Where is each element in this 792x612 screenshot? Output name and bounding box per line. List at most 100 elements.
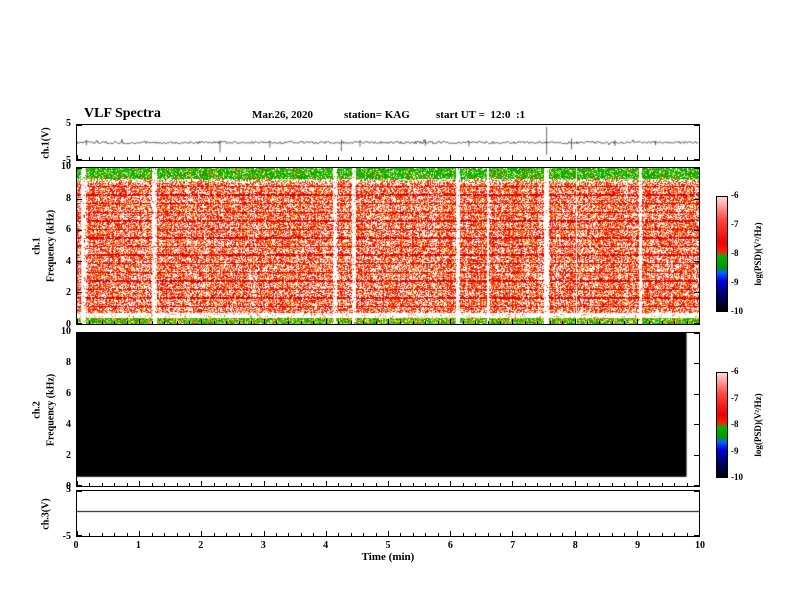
tick-mark (313, 157, 315, 160)
figure-date: Mar.26, 2020 (252, 109, 314, 121)
tick-mark (524, 533, 526, 536)
tick-mark (412, 483, 414, 486)
tick-mark (412, 157, 414, 160)
tick-mark (77, 454, 82, 456)
tick-mark (288, 483, 290, 486)
tick-mark (338, 157, 340, 160)
tick-mark (77, 491, 82, 492)
tick-mark (263, 531, 265, 536)
ch3-y-axis-label: ch.3(V) (40, 497, 52, 530)
tick-mark (624, 483, 626, 486)
x-tick-label: 5 (385, 540, 391, 551)
x-tick-label: 1 (135, 540, 141, 551)
tick-mark (562, 483, 564, 486)
tick-mark (694, 393, 699, 395)
tick-mark (649, 321, 651, 324)
tick-mark (139, 481, 141, 486)
tick-mark (611, 321, 613, 324)
tick-mark (350, 157, 352, 160)
tick-mark (338, 321, 340, 324)
tick-mark (325, 155, 327, 160)
tick-mark (300, 321, 302, 324)
tick-mark (674, 483, 676, 486)
tick-mark (77, 424, 82, 426)
tick-mark (375, 321, 377, 324)
tick-mark (89, 483, 91, 486)
tick-mark (363, 483, 365, 486)
tick-mark (636, 155, 638, 160)
ch3-waveform-canvas (77, 491, 699, 536)
tick-mark (694, 292, 699, 294)
tick-mark (512, 319, 514, 324)
tick-mark (686, 321, 688, 324)
tick-mark (77, 393, 82, 395)
tick-mark (624, 321, 626, 324)
tick-mark (114, 483, 116, 486)
tick-mark (77, 531, 78, 536)
tick-mark (77, 363, 82, 365)
tick-mark (101, 157, 103, 160)
tick-mark (89, 157, 91, 160)
tick-mark (126, 157, 128, 160)
tick-mark (487, 483, 489, 486)
y-tick-label: 0 (66, 319, 71, 330)
tick-mark (694, 485, 699, 486)
tick-mark (636, 319, 638, 324)
tick-mark (562, 157, 564, 160)
tick-mark (661, 157, 663, 160)
tick-mark (77, 319, 78, 324)
ch2-spectrogram-panel (76, 332, 700, 487)
tick-mark (89, 321, 91, 324)
tick-mark (694, 261, 699, 263)
y-tick-label: 4 (66, 419, 71, 430)
tick-mark (77, 168, 82, 169)
tick-mark (674, 321, 676, 324)
tick-mark (686, 533, 688, 536)
ch3-waveform-panel (76, 490, 700, 537)
tick-mark (151, 533, 153, 536)
tick-mark (487, 321, 489, 324)
tick-mark (649, 157, 651, 160)
tick-mark (611, 157, 613, 160)
tick-mark (300, 157, 302, 160)
tick-mark (699, 481, 700, 486)
tick-mark (350, 483, 352, 486)
tick-mark (462, 157, 464, 160)
tick-mark (549, 533, 551, 536)
tick-mark (574, 155, 576, 160)
tick-mark (375, 533, 377, 536)
y-tick-label: 8 (66, 192, 71, 204)
figure-title: VLF Spectra (84, 106, 161, 121)
tick-mark (694, 424, 699, 426)
tick-mark (251, 533, 253, 536)
tick-mark (587, 321, 589, 324)
tick-mark (77, 125, 82, 126)
tick-mark (437, 157, 439, 160)
y-tick-label: 6 (66, 388, 71, 399)
tick-mark (599, 321, 601, 324)
ch2-spec-frequency-label: Frequency (kHz) (45, 373, 57, 446)
tick-mark (450, 481, 452, 486)
tick-mark (599, 533, 601, 536)
tick-mark (412, 321, 414, 324)
tick-mark (694, 125, 699, 126)
tick-mark (338, 483, 340, 486)
tick-mark (176, 483, 178, 486)
tick-mark (77, 333, 82, 334)
tick-mark (363, 533, 365, 536)
tick-mark (151, 321, 153, 324)
ch1-colorbar-label: log(PSD)(V²/Hz) (753, 222, 763, 286)
tick-mark (263, 155, 265, 160)
start-ut-label: start UT = 12:0 :1 (436, 109, 526, 121)
tick-mark (251, 483, 253, 486)
tick-mark (77, 229, 82, 231)
colorbar-tick-label: -8 (731, 419, 739, 429)
tick-mark (574, 481, 576, 486)
tick-mark (388, 531, 389, 536)
colorbar-tick-label: -7 (731, 219, 739, 229)
y-tick-label: 6 (66, 224, 71, 236)
tick-mark (694, 454, 699, 456)
colorbar-tick-label: -10 (731, 306, 743, 316)
y-tick-label: 2 (66, 287, 71, 299)
